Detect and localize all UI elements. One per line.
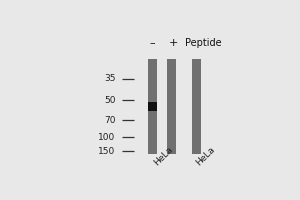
Text: 50: 50 bbox=[104, 96, 116, 105]
Bar bbox=[167, 59, 176, 154]
Text: 70: 70 bbox=[104, 116, 116, 125]
Bar bbox=[148, 102, 157, 111]
Text: HeLa: HeLa bbox=[153, 145, 175, 167]
Text: 150: 150 bbox=[98, 147, 116, 156]
Bar bbox=[148, 59, 157, 154]
Text: +: + bbox=[169, 38, 178, 48]
Text: Peptide: Peptide bbox=[185, 38, 222, 48]
Text: 100: 100 bbox=[98, 133, 116, 142]
Bar bbox=[158, 57, 166, 156]
Bar bbox=[192, 59, 201, 154]
Text: 35: 35 bbox=[104, 74, 116, 83]
Text: –: – bbox=[150, 38, 155, 48]
Text: HeLa: HeLa bbox=[194, 145, 217, 167]
